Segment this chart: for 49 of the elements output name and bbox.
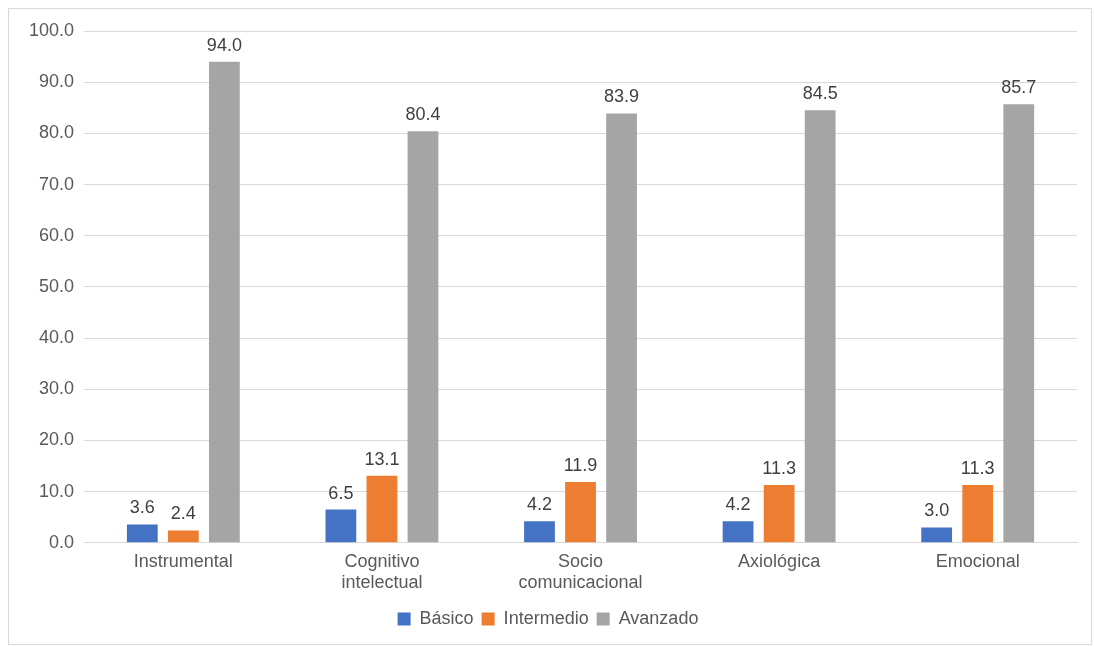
bar: [208, 61, 240, 543]
y-tick-label: 80.0: [39, 122, 75, 143]
y-tick-label: 20.0: [39, 429, 75, 450]
data-label: 6.5: [328, 482, 354, 503]
data-label: 11.3: [762, 457, 796, 478]
legend-label: Básico: [419, 607, 474, 628]
bar: [722, 521, 754, 543]
data-label: 11.9: [563, 454, 598, 475]
data-label: 4.2: [725, 494, 751, 515]
bar: [524, 521, 555, 543]
x-tick-label: Socio comunicacional: [518, 550, 643, 593]
bar: [921, 527, 953, 543]
y-tick-label: 60.0: [39, 224, 75, 245]
data-label: 84.5: [802, 83, 838, 104]
bar: [407, 131, 439, 543]
y-tick-label: 90.0: [39, 71, 75, 92]
data-label: 2.4: [170, 503, 196, 524]
y-tick-label: 40.0: [39, 327, 75, 348]
data-label: 11.3: [960, 457, 995, 478]
data-label: 3.0: [924, 500, 950, 521]
bar: [962, 484, 994, 543]
bar: [565, 481, 596, 543]
bar: [763, 484, 795, 543]
bar: [804, 110, 836, 543]
y-tick-label: 30.0: [39, 378, 75, 399]
legend-label: Intermedio: [503, 607, 589, 628]
bar: [1003, 104, 1035, 543]
y-tick-label: 70.0: [39, 173, 75, 194]
y-tick-label: 0.0: [49, 531, 75, 552]
y-tick-label: 50.0: [39, 275, 75, 296]
y-tick-label: 100.0: [29, 19, 75, 40]
bar: [167, 530, 199, 543]
bar: [126, 524, 158, 543]
y-tick-label: 10.0: [39, 480, 75, 501]
data-label: 13.1: [364, 448, 400, 469]
legend-label: Avanzado: [618, 607, 699, 628]
x-tick-label: Instrumental: [133, 550, 233, 571]
x-tick-label: Emocional: [935, 550, 1020, 571]
data-label: 4.2: [526, 494, 552, 515]
data-label: 3.6: [129, 497, 155, 518]
data-label: 83.9: [604, 86, 640, 107]
x-tick-label: Axiológica: [738, 550, 822, 571]
x-tick-label: Cognitivo intelectual: [341, 550, 423, 593]
data-label: 80.4: [405, 104, 441, 125]
data-label: 94.0: [206, 34, 242, 55]
data-label: 85.7: [1001, 77, 1037, 98]
bar: [606, 113, 637, 543]
bar: [325, 509, 357, 543]
bar: [366, 475, 398, 543]
